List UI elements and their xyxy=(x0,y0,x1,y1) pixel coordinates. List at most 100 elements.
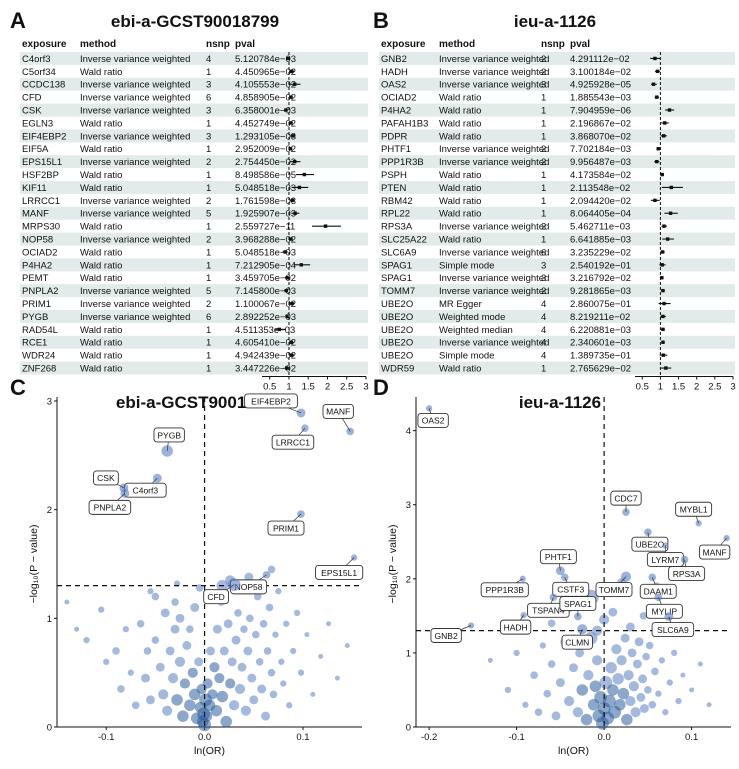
data-point xyxy=(212,624,222,634)
cell-exposure: PTEN xyxy=(381,183,406,194)
gene-label: C4orf3 xyxy=(133,485,159,495)
data-point xyxy=(234,609,242,617)
point-estimate xyxy=(289,340,293,344)
cell-nsnp: 1 xyxy=(541,131,546,142)
cell-nsnp: 1 xyxy=(206,170,211,181)
cell-method: Simple mode xyxy=(439,260,494,271)
table-row-stripe xyxy=(20,77,368,91)
data-point xyxy=(251,630,260,639)
cell-exposure: HSF2BP xyxy=(22,170,59,181)
x-tick-label: 2 xyxy=(694,382,699,393)
cell-pval: 3.235229e−02 xyxy=(570,247,631,258)
cell-nsnp: 4 xyxy=(541,299,546,310)
cell-exposure: P4HA2 xyxy=(22,260,52,271)
cell-method: Wald ratio xyxy=(439,196,481,207)
point-estimate xyxy=(293,211,297,215)
table-row-stripe xyxy=(20,103,368,117)
data-point xyxy=(513,649,520,657)
y-tick-label: 0 xyxy=(47,723,52,734)
cell-pval: 5.048518e−03 xyxy=(235,183,296,194)
x-tick-label: 0.5 xyxy=(636,382,649,393)
table-row-stripe xyxy=(20,310,368,323)
cell-method: Wald ratio xyxy=(80,118,122,129)
panel-title-c: ebi-a-GCST90018799 xyxy=(115,393,285,412)
data-point xyxy=(634,637,644,647)
data-point xyxy=(272,631,279,638)
data-point xyxy=(209,662,220,673)
point-estimate xyxy=(289,69,294,74)
cell-nsnp: 2 xyxy=(541,54,546,65)
y-tick-label: 0 xyxy=(406,723,411,734)
data-point xyxy=(234,683,246,695)
data-point xyxy=(187,667,198,678)
cell-nsnp: 2 xyxy=(206,196,211,207)
cell-method: Wald ratio xyxy=(80,222,122,233)
data-point xyxy=(182,641,192,650)
gene-label-box xyxy=(675,501,713,517)
data-point xyxy=(146,695,155,705)
x-tick-label: 1.5 xyxy=(302,382,315,393)
gene-label: GNB2 xyxy=(435,631,458,641)
cell-method: Wald ratio xyxy=(80,183,122,194)
cell-exposure: CCDC138 xyxy=(22,80,65,91)
labeled-data-point xyxy=(622,508,630,516)
gene-label-box xyxy=(595,582,633,598)
x-tick-label: 0.0 xyxy=(598,732,611,743)
data-point xyxy=(608,607,618,617)
cell-pval: 4.511353e−03 xyxy=(235,325,295,336)
point-estimate xyxy=(299,263,303,267)
cell-nsnp: 1 xyxy=(541,235,546,246)
panel-letter-c: C xyxy=(10,375,26,400)
cell-exposure: PYGB xyxy=(22,312,48,323)
cell-nsnp: 1 xyxy=(206,118,211,129)
data-point xyxy=(127,669,134,676)
cell-exposure: PEMT xyxy=(22,273,49,284)
cell-method: Wald ratio xyxy=(80,351,122,362)
data-point xyxy=(275,588,282,595)
data-point xyxy=(655,690,662,697)
table-row-stripe xyxy=(379,155,735,169)
cell-pval: 4.925928e−05 xyxy=(570,80,631,91)
cell-method: Wald ratio xyxy=(80,247,122,258)
labeled-data-point xyxy=(680,555,689,564)
data-point xyxy=(344,643,350,648)
data-point xyxy=(199,693,212,707)
gene-label: SPAG1 xyxy=(564,599,592,609)
cell-nsnp: 4 xyxy=(541,338,546,349)
cell-exposure: OCIAD2 xyxy=(22,247,57,258)
x-tick-label: 0.0 xyxy=(198,732,211,743)
point-estimate xyxy=(662,301,666,306)
data-point xyxy=(83,636,90,644)
x-tick-label: -0.2 xyxy=(421,732,437,743)
cell-exposure: C5orf34 xyxy=(22,67,56,78)
cell-method: Inverse variance weighted xyxy=(439,80,549,91)
cell-method: Inverse variance weighted xyxy=(439,67,549,78)
data-point xyxy=(644,686,652,694)
data-point xyxy=(630,707,641,718)
cell-exposure: SPAG1 xyxy=(381,273,412,284)
panel-letter-d: D xyxy=(373,375,389,400)
data-point xyxy=(616,655,627,666)
data-point xyxy=(103,658,110,665)
gene-label-box xyxy=(322,403,354,419)
gene-label-box xyxy=(88,499,132,515)
point-estimate xyxy=(651,82,656,86)
cell-pval: 3.216792e−02 xyxy=(570,273,631,284)
cell-pval: 2.765629e−02 xyxy=(570,364,631,375)
y-axis-label: −log₁₀(P − value) xyxy=(387,525,399,604)
cell-pval: 6.220881e−03 xyxy=(570,325,631,336)
data-point xyxy=(225,678,236,689)
point-estimate xyxy=(285,314,289,319)
y-tick-label: 1 xyxy=(47,614,52,625)
panel-letter-a: A xyxy=(10,8,26,33)
cell-exposure: KIF11 xyxy=(22,183,47,194)
cell-pval: 2.113548e−02 xyxy=(570,183,630,194)
cell-nsnp: 1 xyxy=(206,260,211,271)
cell-method: Wald ratio xyxy=(439,183,481,194)
cell-exposure: CSK xyxy=(22,106,42,117)
table-row-stripe xyxy=(20,155,368,169)
gene-label: HADH xyxy=(504,622,528,632)
cell-method: Wald ratio xyxy=(80,170,122,181)
table-row-stripe xyxy=(379,361,735,375)
cell-pval: 5.120784e−03 xyxy=(235,54,296,65)
